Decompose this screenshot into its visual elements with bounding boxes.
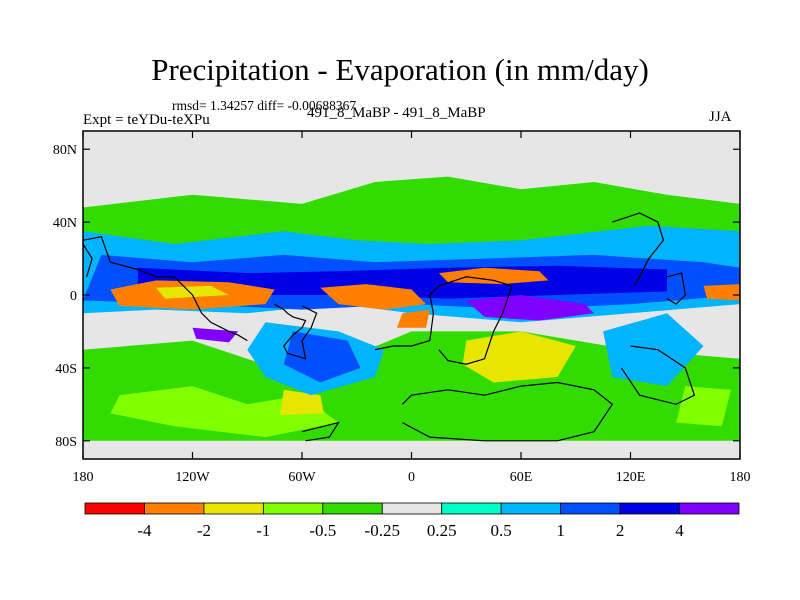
chart-title: Precipitation - Evaporation (in mm/day) xyxy=(151,52,649,87)
colorbar-label: -1 xyxy=(256,521,270,540)
y-tick-label: 80N xyxy=(53,143,77,158)
season-label: JJA xyxy=(709,109,732,125)
colorbar-label: 0.5 xyxy=(491,521,512,540)
colorbar-label: 2 xyxy=(616,521,625,540)
x-tick-label: 180 xyxy=(730,470,751,485)
colorbar-swatch xyxy=(560,502,621,515)
colorbar-swatch xyxy=(84,502,145,515)
x-tick-label: 60W xyxy=(288,470,316,485)
field-layer xyxy=(83,176,740,441)
coastline-5 xyxy=(612,212,665,287)
coastline-layer xyxy=(83,212,696,442)
coastline-6 xyxy=(620,345,696,405)
colorbar-swatch xyxy=(500,502,562,515)
y-tick-label: 0 xyxy=(70,289,77,304)
colorbar-label: -0.25 xyxy=(365,521,400,540)
colorbar-swatch xyxy=(381,502,443,515)
field-region-19 xyxy=(703,284,740,301)
coastline-2 xyxy=(374,276,513,365)
stats-label: rmsd= 1.34257 diff= -0.00688367 xyxy=(172,98,357,113)
y-tick-label: 40N xyxy=(53,216,77,231)
coastline-7 xyxy=(666,272,686,305)
y-tick-label: 80S xyxy=(55,435,77,450)
colorbar-label: -2 xyxy=(197,521,211,540)
x-tick-label: 120E xyxy=(616,470,646,485)
x-tick-label: 180 xyxy=(73,470,94,485)
colorbar-swatch xyxy=(144,502,205,515)
field-region-4 xyxy=(280,389,324,416)
field-region-16 xyxy=(396,309,430,328)
colorbar-swatch xyxy=(203,502,264,515)
colorbar: -4 -2 -1 -0.5 -0.25 0.25 0.5 1 2 4 xyxy=(84,502,740,540)
colorbar-label: -0.5 xyxy=(309,521,336,540)
experiment-label: Expt = teYDu-teXPu xyxy=(83,112,210,128)
field-region-5 xyxy=(462,331,576,383)
x-tick-label: 60E xyxy=(510,470,533,485)
coastline-8 xyxy=(83,243,93,277)
colorbar-label: 4 xyxy=(675,521,684,540)
coastline-4 xyxy=(301,421,340,442)
x-tick-label: 0 xyxy=(408,470,415,485)
field-region-17 xyxy=(438,267,549,285)
colorbar-swatch xyxy=(619,502,680,515)
colorbar-swatch xyxy=(441,502,502,515)
colorbar-label: 1 xyxy=(556,521,565,540)
field-region-15 xyxy=(320,284,427,310)
colorbar-label: -4 xyxy=(137,521,152,540)
coastline-0 xyxy=(83,236,248,342)
colorbar-swatch xyxy=(679,502,740,515)
field-region-3 xyxy=(676,386,731,427)
field-region-2 xyxy=(110,386,339,438)
coastline-1 xyxy=(274,303,318,360)
colorbar-label: 0.25 xyxy=(427,521,457,540)
x-tick-label: 120W xyxy=(175,470,210,485)
field-region-18 xyxy=(156,285,229,299)
colorbar-swatch xyxy=(262,502,324,515)
colorbar-swatch xyxy=(322,502,383,515)
runs-label: 491_8_MaBP - 491_8_MaBP xyxy=(307,105,486,121)
field-region-13 xyxy=(192,327,239,343)
y-tick-label: 40S xyxy=(55,362,77,377)
field-region-12 xyxy=(466,295,594,321)
coastline-3 xyxy=(401,381,614,442)
axes-layer: 180 120W 60W 0 60E 120E 180 80N 40N 0 40S 80S xyxy=(53,131,751,485)
